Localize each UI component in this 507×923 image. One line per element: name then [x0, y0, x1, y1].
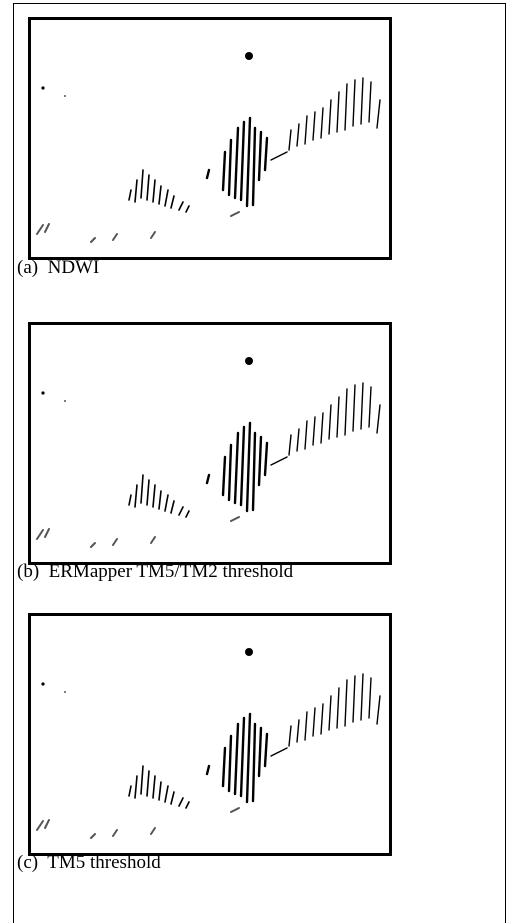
caption: (c) TM5 threshold: [17, 852, 161, 874]
figure-image: [28, 613, 392, 856]
caption-label: (b): [17, 561, 40, 582]
caption: (b) ERMapper TM5/TM2 threshold: [17, 561, 293, 583]
image: [31, 20, 389, 257]
image: [31, 616, 389, 853]
caption-text: TM5 threshold: [47, 852, 161, 873]
figure-image: [28, 322, 392, 565]
figure-image: [28, 17, 392, 260]
caption-label: (c): [17, 852, 39, 873]
caption-text: NDWI: [47, 257, 100, 278]
caption-text: ERMapper TM5/TM2 threshold: [48, 561, 294, 582]
caption-label: (a): [17, 257, 39, 278]
frame: [13, 3, 506, 923]
caption: (a) NDWI: [17, 257, 99, 279]
image: [31, 325, 389, 562]
